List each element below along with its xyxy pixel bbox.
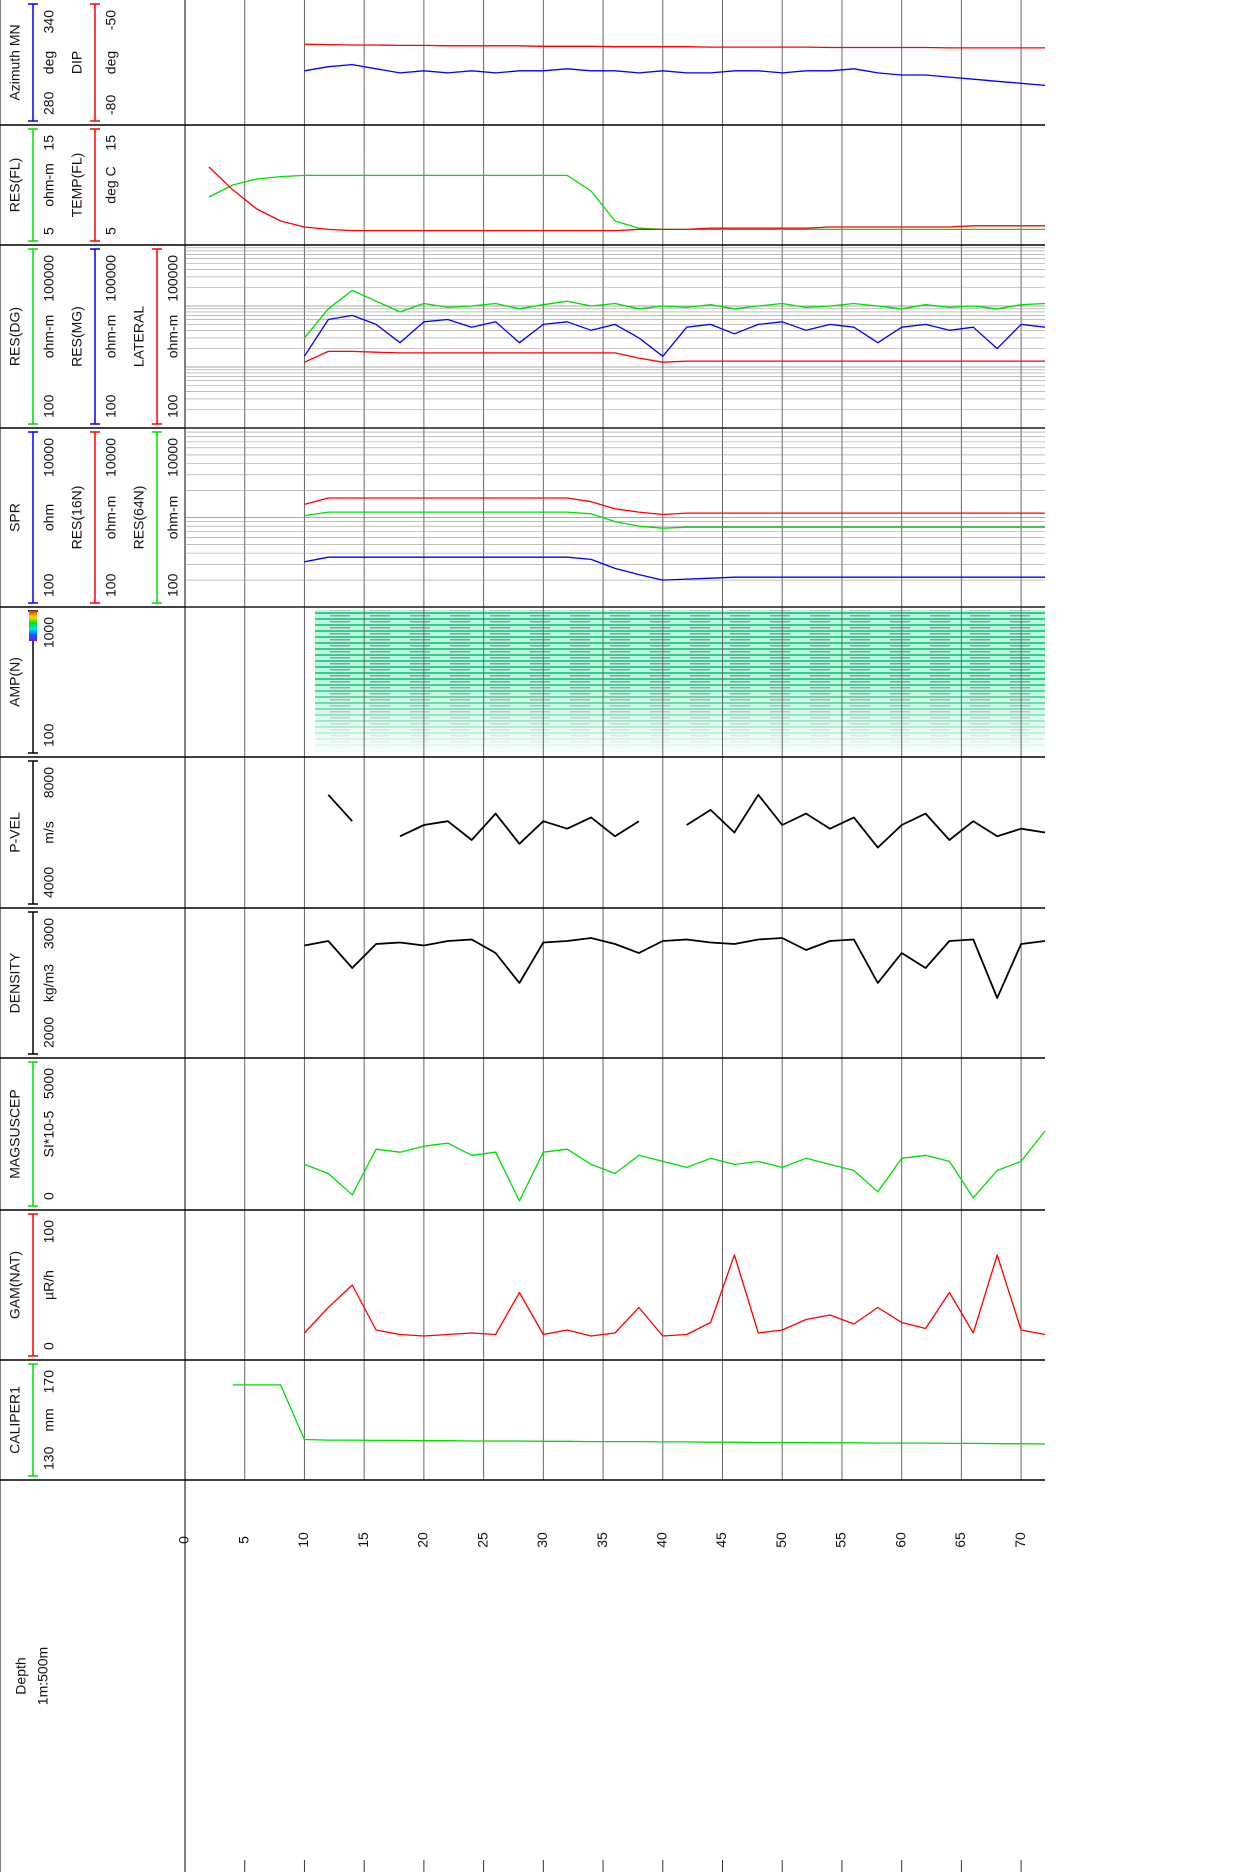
curve (304, 512, 1045, 528)
x-tick-label: 70 (1012, 1532, 1028, 1548)
scale-min: 280 (41, 91, 57, 115)
scale-min: 100 (165, 394, 181, 418)
x-tick-label: 50 (773, 1532, 789, 1548)
scale-min: 0 (41, 1192, 57, 1200)
scale-unit: ohm-m (165, 315, 181, 359)
scale-unit: m/s (41, 821, 57, 844)
color-bar (29, 611, 37, 641)
curve-name: TEMP(FL) (69, 153, 85, 218)
scale-unit: SI*10-5 (41, 1110, 57, 1157)
curve-name: AMP(N) (7, 657, 23, 707)
curve (209, 175, 1045, 229)
curve-name: RES(16N) (69, 486, 85, 550)
page: { "depth_axis": {"title": "Depth", "scal… (0, 0, 1248, 1872)
scale-unit: ohm-m (103, 315, 119, 359)
scale-unit: ohm-m (41, 315, 57, 359)
curve-name: GAM(NAT) (7, 1251, 23, 1319)
x-tick-label: 60 (892, 1532, 908, 1548)
scale-max: 170 (41, 1370, 57, 1394)
curve-name: RES(FL) (7, 158, 23, 212)
curve-name: RES(MG) (69, 306, 85, 367)
x-tick-label: 5 (235, 1536, 251, 1544)
scale-max: 15 (41, 135, 57, 151)
curve (304, 1255, 1045, 1336)
curve-name: CALIPER1 (7, 1386, 23, 1454)
scale-min: 100 (41, 394, 57, 418)
scale-unit: ohm-m (41, 163, 57, 207)
curve-name: LATERAL (131, 306, 147, 367)
scale-min: 2000 (41, 1017, 57, 1048)
curve-name: DIP (69, 51, 85, 74)
scale-min: 100 (41, 723, 57, 747)
scale-max: -50 (103, 10, 119, 30)
x-tick-label: 40 (653, 1532, 669, 1548)
curve-name: RES(DG) (7, 307, 23, 366)
curve (304, 315, 1045, 356)
scale-min: 130 (41, 1446, 57, 1470)
scale-min: 5 (103, 227, 119, 235)
curve (304, 351, 1045, 362)
curve-name: RES(64N) (131, 486, 147, 550)
scale-min: 100 (165, 573, 181, 597)
scale-max: 340 (41, 10, 57, 34)
scale-unit: deg (103, 51, 119, 74)
x-tick-label: 35 (594, 1532, 610, 1548)
x-tick-label: 10 (295, 1532, 311, 1548)
curve-name: MAGSUSCEP (7, 1089, 23, 1178)
scale-max: 1000 (41, 617, 57, 648)
scale-min: 100 (41, 573, 57, 597)
scale-max: 10000 (165, 438, 181, 477)
depth-scale: 1m:500m (35, 1647, 51, 1705)
curve (209, 167, 1045, 231)
curve (304, 1131, 1045, 1201)
scale-unit: deg C (103, 166, 119, 203)
scale-unit: mm (41, 1408, 57, 1431)
scale-min: 0 (41, 1342, 57, 1350)
x-tick-label: 25 (474, 1532, 490, 1548)
x-tick-label: 55 (833, 1532, 849, 1548)
x-tick-label: 20 (415, 1532, 431, 1548)
scale-max: 10000 (103, 438, 119, 477)
depth-title: Depth (13, 1657, 29, 1694)
curve (304, 44, 1045, 48)
scale-min: 100 (103, 394, 119, 418)
curve-name: P-VEL (7, 812, 23, 853)
scale-max: 15 (103, 135, 119, 151)
curve (304, 290, 1045, 338)
amplitude-fade (315, 680, 1045, 752)
curve-name: Azimuth MN (7, 24, 23, 100)
x-tick-label: 30 (534, 1532, 550, 1548)
x-tick-label: 45 (713, 1532, 729, 1548)
scale-max: 100000 (165, 255, 181, 302)
scale-unit: ohm-m (103, 496, 119, 540)
scale-max: 8000 (41, 767, 57, 798)
scale-max: 100 (41, 1220, 57, 1244)
scale-max: 5000 (41, 1068, 57, 1099)
headers: Azimuth MN 280 340 deg DIP -80 -50 deg RES(FL) 5 1… (7, 4, 181, 1476)
scale-min: 100 (103, 573, 119, 597)
x-tick-label: 65 (952, 1532, 968, 1548)
curve-name: SPR (7, 503, 23, 532)
scale-unit: ohm-m (165, 496, 181, 540)
scale-min: 4000 (41, 867, 57, 898)
scale-max: 10000 (41, 438, 57, 477)
curve (304, 938, 1045, 998)
curve (304, 557, 1045, 580)
curve (233, 1385, 1045, 1444)
scale-max: 100000 (103, 255, 119, 302)
curve (328, 795, 1045, 848)
scale-max: 3000 (41, 918, 57, 949)
scale-max: 100000 (41, 255, 57, 302)
well-log: 0510152025303540455055606570 Azimuth MN2… (0, 0, 1248, 1872)
x-tick-label: 0 (176, 1536, 192, 1544)
x-tick-label: 15 (355, 1532, 371, 1548)
scale-unit: deg (41, 51, 57, 74)
scale-unit: µR/h (41, 1270, 57, 1300)
scale-min: -80 (103, 95, 119, 115)
curve (304, 65, 1045, 86)
curve-name: DENSITY (7, 952, 23, 1013)
scale-unit: kg/m3 (41, 964, 57, 1002)
scale-unit: ohm (41, 504, 57, 531)
scale-min: 5 (41, 227, 57, 235)
